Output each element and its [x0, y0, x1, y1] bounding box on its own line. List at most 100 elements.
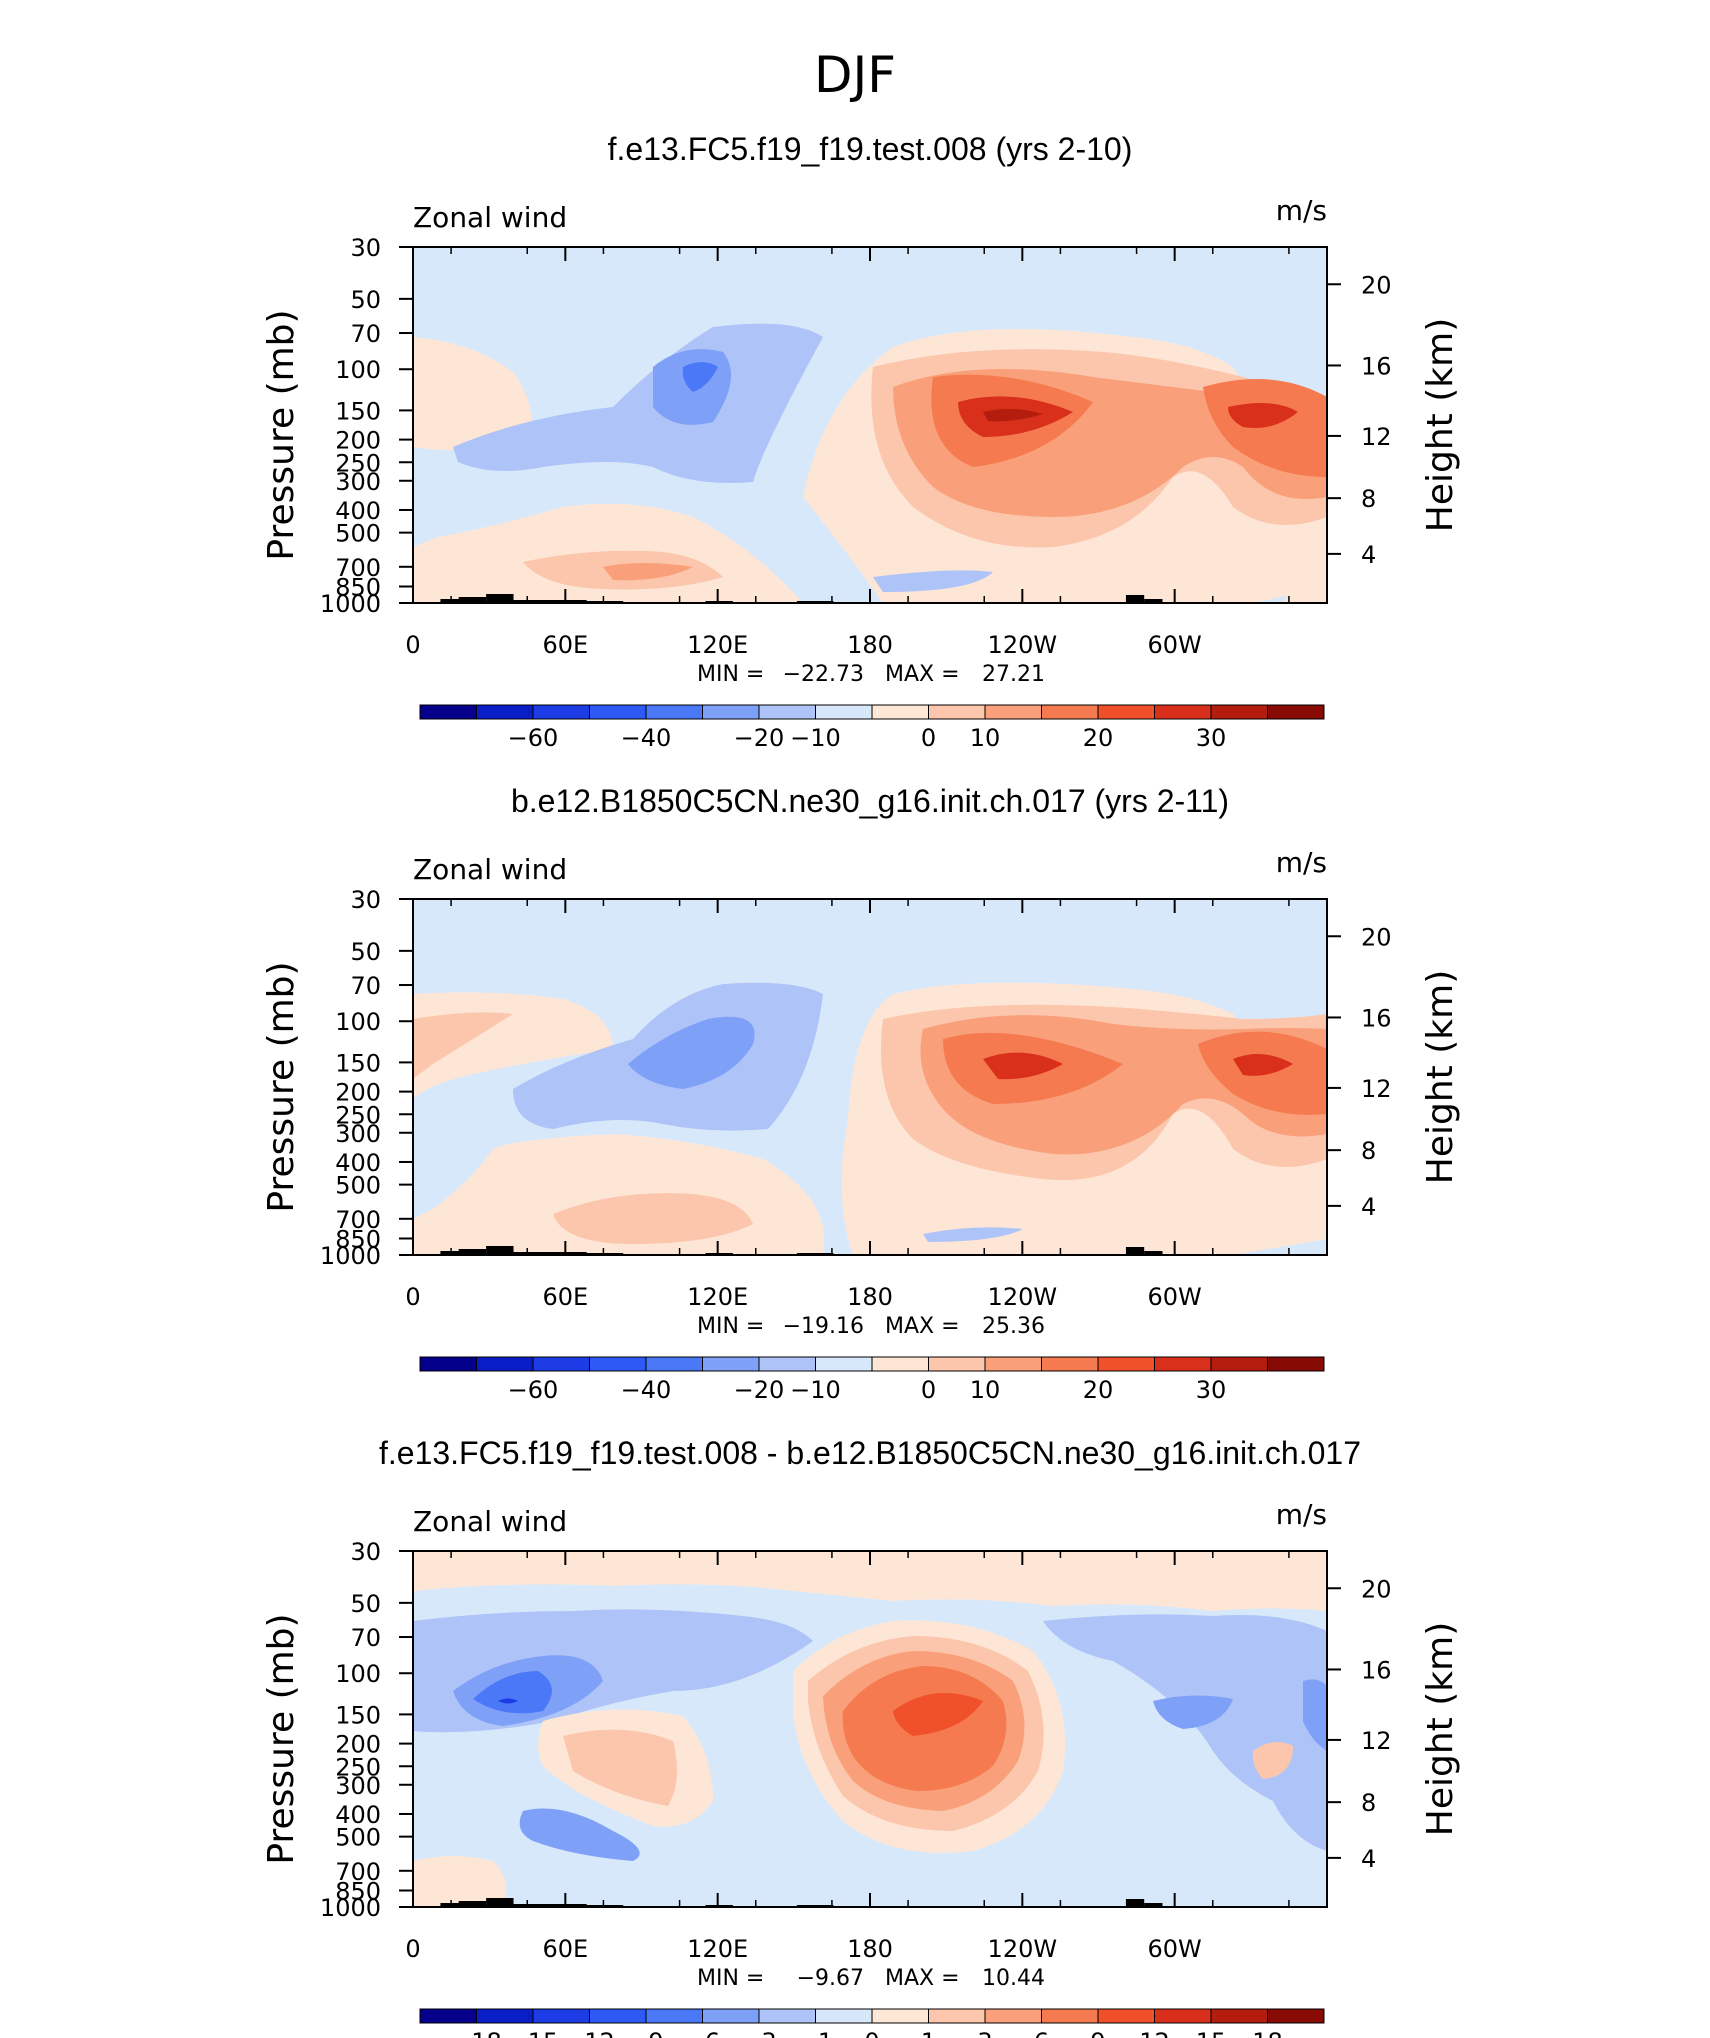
panel-2-ytick-label: 850 — [335, 1226, 381, 1254]
panel-3-colorbar-box — [645, 2008, 703, 2024]
panel-3-colorbar-box — [928, 2008, 986, 2024]
panel-1-ylabel: Pressure (mb) — [261, 309, 302, 560]
panel-2-colorbar-label: 20 — [1083, 1376, 1114, 1404]
panel-2-colorbar-label: −10 — [790, 1376, 841, 1404]
panel-3-ytick-label: 150 — [335, 1701, 381, 1729]
panel-2-topography-2 — [458, 1249, 487, 1255]
panel-2-colorbar-box — [645, 1356, 703, 1372]
panel-3-ylabel: Pressure (mb) — [261, 1613, 302, 1864]
panel-1-y2tick-label: 8 — [1361, 485, 1376, 513]
chart-panel-3: f.e13.FC5.f19_f19.test.008 - b.e12.B1850… — [261, 1435, 1461, 2038]
panel-3-colorbar-box — [758, 2008, 816, 2024]
panel-3-contour-field — [413, 1551, 1327, 1907]
panel-3-ytick-label: 850 — [335, 1878, 381, 1906]
panel-2-ytick-label: 70 — [350, 972, 381, 1000]
panel-3-topography-2 — [458, 1901, 487, 1907]
panel-2-colorbar-label: −60 — [508, 1376, 559, 1404]
panel-1-y2tick-label: 16 — [1361, 352, 1392, 380]
panel-2-y2tick-label: 20 — [1361, 923, 1392, 951]
panel-2-colorbar-box — [532, 1356, 590, 1372]
panel-1-colorbar-box — [1154, 704, 1212, 720]
panel-2-title: b.e12.B1850C5CN.ne30_g16.init.ch.017 (yr… — [511, 783, 1229, 819]
panel-2-ytick-label: 400 — [335, 1149, 381, 1177]
panel-2-topography-9 — [1125, 1247, 1145, 1255]
panel-2-topography-10 — [1144, 1251, 1163, 1255]
panel-3-colorbar-label: −12 — [564, 2028, 615, 2038]
panel-2-colorbar-box — [476, 1356, 534, 1372]
panel-2-ytick-label: 250 — [335, 1101, 381, 1129]
panel-1-ytick-label: 400 — [335, 497, 381, 525]
panel-1-y2tick-label: 12 — [1361, 423, 1392, 451]
panel-1-colorbar-box — [702, 704, 760, 720]
panel-1-title: f.e13.FC5.f19_f19.test.008 (yrs 2-10) — [608, 131, 1133, 167]
panel-3-colorbar-box — [419, 2008, 477, 2024]
panel-2-xtick-label: 120W — [988, 1283, 1058, 1311]
panel-2-ytick-label: 30 — [350, 886, 381, 914]
panel-1-colorbar-label: −20 — [734, 724, 785, 752]
panel-3-ytick-label: 200 — [335, 1731, 381, 1759]
panel-2-max-label: MAX = — [885, 1314, 960, 1339]
panel-2-min-value: −19.16 — [783, 1314, 864, 1339]
panel-3-xtick-label: 120E — [687, 1935, 748, 1963]
panel-3-y2tick-label: 20 — [1361, 1575, 1392, 1603]
panel-1-colorbar-box — [1041, 704, 1099, 720]
panel-1-colorbar-label: −40 — [621, 724, 672, 752]
panel-3-colorbar-label: 12 — [1139, 2028, 1170, 2038]
panel-2-ytick-label: 1000 — [320, 1242, 381, 1270]
panel-3-y2tick-label: 4 — [1361, 1845, 1376, 1873]
panel-3-ytick-label: 700 — [335, 1858, 381, 1886]
panel-3-colorbar-box — [984, 2008, 1042, 2024]
panel-3-contour-11 — [563, 1729, 677, 1806]
panel-1-contour-10 — [453, 323, 823, 483]
panel-2-colorbar-label: −20 — [734, 1376, 785, 1404]
panel-3-colorbar-box — [532, 2008, 590, 2024]
panel-2-colorbar-box — [589, 1356, 647, 1372]
panel-1-contour-15 — [603, 563, 693, 581]
panel-2-contour-13 — [553, 1193, 753, 1244]
panel-2-colorbar-box — [758, 1356, 816, 1372]
panel-3-colorbar-box — [1097, 2008, 1155, 2024]
panel-2-colorbar-box — [1267, 1356, 1325, 1372]
panel-2-contour-field — [413, 899, 1327, 1255]
panel-2-colorbar-box — [871, 1356, 929, 1372]
panel-3-left-string: Zonal wind — [413, 1505, 567, 1538]
panel-3-min-label: MIN = — [697, 1966, 764, 1991]
chart-panel-1: f.e13.FC5.f19_f19.test.008 (yrs 2-10) Zon… — [261, 131, 1461, 752]
panel-2-ylabel: Pressure (mb) — [261, 961, 302, 1212]
panel-3-colorbar-label: 6 — [1034, 2028, 1049, 2038]
panel-2-ytick-label: 50 — [350, 938, 381, 966]
panel-1-contour-9 — [983, 408, 1043, 422]
panel-1-max-label: MAX = — [885, 662, 960, 687]
panel-2-colorbar-box — [984, 1356, 1042, 1372]
panel-2-y2label: Height (km) — [1420, 970, 1461, 1184]
panel-1-xtick-label: 180 — [847, 631, 893, 659]
panel-1-contour-17 — [1283, 575, 1327, 603]
panel-1-colorbar-box — [1210, 704, 1268, 720]
panel-2-colorbar-box — [1097, 1356, 1155, 1372]
panel-2-contour-8 — [983, 1052, 1063, 1080]
panel-2-max-value: 25.36 — [982, 1314, 1045, 1339]
panel-2-colorbar-box — [1154, 1356, 1212, 1372]
panel-1-colorbar-label: 10 — [970, 724, 1001, 752]
panel-2-contour-9 — [1233, 1054, 1293, 1076]
panel-1-colorbar-box — [589, 704, 647, 720]
panel-3-colorbar-box — [476, 2008, 534, 2024]
panel-2-xtick-label: 60W — [1148, 1283, 1202, 1311]
panel-3-contour-16 — [893, 1693, 983, 1736]
panel-2-colorbar-label: 30 — [1196, 1376, 1227, 1404]
panel-2-ytick-label: 300 — [335, 1120, 381, 1148]
panel-1-min-label: MIN = — [697, 662, 764, 687]
panel-2-topography-3 — [486, 1246, 514, 1255]
panel-3-contour-3 — [1043, 1614, 1327, 1851]
panel-3-topography-9 — [1125, 1899, 1145, 1907]
panel-1-ytick-label: 30 — [350, 234, 381, 262]
panel-1-contour-16 — [873, 570, 993, 592]
panel-1-colorbar-label: 0 — [921, 724, 936, 752]
panel-2-ytick-label: 200 — [335, 1079, 381, 1107]
panel-3-max-label: MAX = — [885, 1966, 960, 1991]
panel-3-contour-6 — [498, 1698, 518, 1704]
panel-2-units: m/s — [1276, 846, 1327, 879]
panel-3-colorbar-box — [815, 2008, 873, 2024]
panel-1-ytick-label: 200 — [335, 427, 381, 455]
